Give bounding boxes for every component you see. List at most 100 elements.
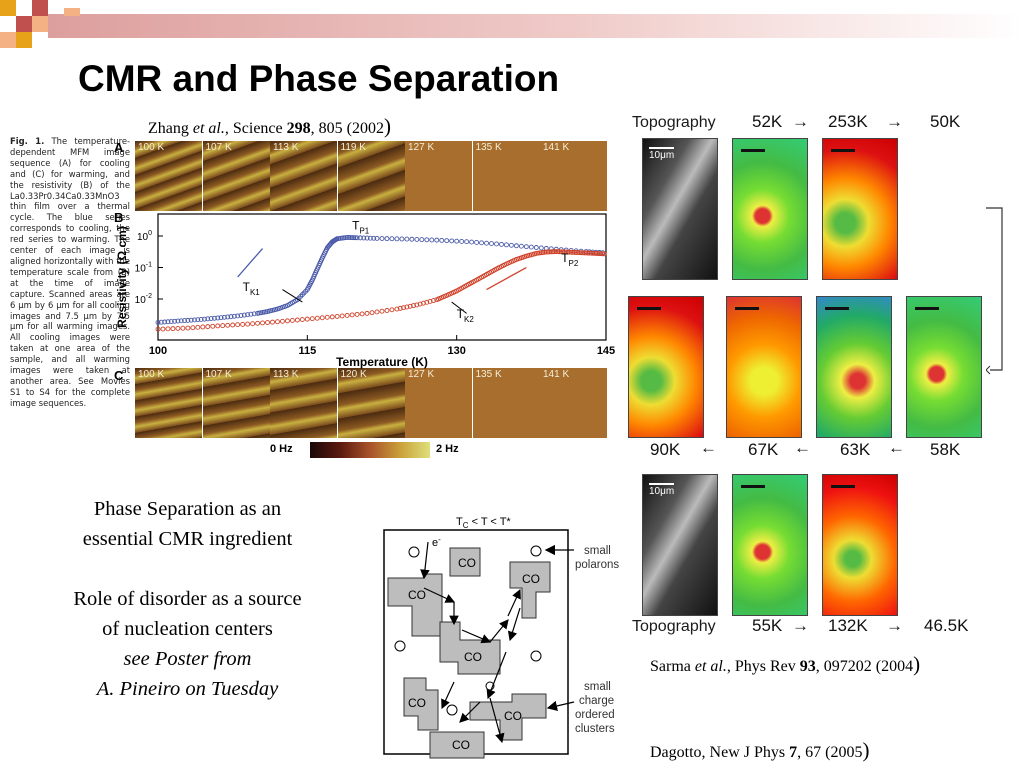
warming-point xyxy=(586,250,592,256)
mfm-a-tile: 100 K xyxy=(135,141,202,211)
warming-point xyxy=(548,249,554,255)
body-line-5: see Poster from xyxy=(123,648,252,670)
warming-point xyxy=(401,305,407,311)
temp-label-55k: 55K xyxy=(752,616,783,635)
body-line-4: of nucleation centers xyxy=(102,618,273,640)
warming-point xyxy=(314,315,320,321)
warming-point xyxy=(601,251,607,257)
warming-point xyxy=(573,250,579,255)
warming-point xyxy=(175,325,181,331)
warming-point xyxy=(155,326,161,332)
tk1-pointer xyxy=(282,289,303,303)
cooling-point xyxy=(178,318,184,324)
co-label: CO xyxy=(458,556,476,570)
co-label: CO xyxy=(408,588,426,602)
temp-label-46-5k: 46.5K xyxy=(924,616,969,635)
warming-point xyxy=(374,309,380,315)
x-tick-label: 130 xyxy=(447,345,465,357)
tile-temperature-label: 135 K xyxy=(475,369,502,380)
warming-point xyxy=(304,316,310,322)
scale-bar: 10μm xyxy=(649,147,675,161)
cooling-point xyxy=(218,315,224,321)
arrow-3: ← xyxy=(700,438,717,457)
cooling-point xyxy=(172,318,178,324)
warming-point xyxy=(260,320,265,326)
mfm-a-tile: 113 K xyxy=(270,141,337,211)
warming-point xyxy=(427,298,433,304)
cooling-point xyxy=(238,313,244,318)
warming-point xyxy=(359,311,365,317)
cooling-point xyxy=(251,311,257,317)
warming-point xyxy=(289,317,295,323)
warming-point xyxy=(220,323,226,329)
scale-bar xyxy=(735,307,759,310)
warming-point xyxy=(590,250,596,256)
magnetic-map-image xyxy=(732,138,808,280)
magnetic-map-image xyxy=(732,474,808,616)
warming-point xyxy=(250,321,256,327)
topography-label-bottom: Topography xyxy=(632,618,716,635)
electron-path xyxy=(420,541,521,744)
temp-label-67k: 67K xyxy=(748,440,779,459)
warming-point xyxy=(543,249,549,255)
tile-temperature-label: 141 K xyxy=(543,369,570,380)
cooling-point xyxy=(449,238,455,244)
mfm-c-tile: 100 K xyxy=(135,368,202,438)
warming-point xyxy=(560,249,566,255)
cooling-point xyxy=(192,317,197,323)
cooling-point xyxy=(344,235,350,240)
warming-point xyxy=(414,302,420,308)
cooling-point xyxy=(503,242,509,248)
arrow-5: ← xyxy=(888,438,905,457)
cooling-point xyxy=(454,238,460,244)
tile-temperature-label: 113 K xyxy=(273,369,299,380)
warming-point xyxy=(430,298,436,304)
warming-point xyxy=(397,305,403,311)
arrow-2: → xyxy=(886,112,903,131)
cooling-point xyxy=(469,239,475,245)
cooling-point xyxy=(364,235,370,241)
x-tick-label: 115 xyxy=(298,345,316,357)
warming-point xyxy=(593,250,599,256)
tk2-pointer xyxy=(451,301,467,314)
tile-temperature-label: 100 K xyxy=(138,142,165,153)
body-line-2: essential CMR ingredient xyxy=(82,528,293,550)
diagram-title: TC < T < T* xyxy=(456,516,511,530)
cooling-point xyxy=(464,239,470,245)
tile-temperature-label: 107 K xyxy=(205,369,232,380)
warming-point xyxy=(379,308,385,314)
cooling-point xyxy=(371,235,377,241)
warming-point xyxy=(160,326,166,332)
cooling-point xyxy=(215,315,221,321)
cooling-point xyxy=(513,243,519,249)
warming-point xyxy=(270,319,275,325)
y-tick-label: 101 xyxy=(137,210,152,212)
cooling-point xyxy=(444,238,450,244)
warming-point xyxy=(585,250,591,256)
scale-bar xyxy=(831,149,855,152)
warming-point xyxy=(550,249,556,255)
cooling-point xyxy=(361,235,367,241)
y-axis-label: Resistivity (Ω cm) xyxy=(115,226,129,328)
header-band xyxy=(0,0,1024,48)
scale-bar xyxy=(741,149,765,152)
warming-point xyxy=(417,301,423,307)
cooling-point xyxy=(195,317,201,323)
mfm-a-tile: 119 K xyxy=(337,141,405,211)
warming-point xyxy=(190,325,196,331)
warming-point xyxy=(568,249,574,255)
arrow-4: ← xyxy=(794,438,811,457)
warming-point xyxy=(563,249,569,255)
cooling-point xyxy=(221,314,227,320)
warming-point xyxy=(575,250,581,256)
citation-sarma: Sarma et al., Phys Rev 93, 097202 (2004) xyxy=(650,652,921,676)
y-tick-label: 10-1 xyxy=(135,262,152,275)
warming-point xyxy=(577,250,582,256)
cooling-point xyxy=(379,236,385,241)
cooling-point xyxy=(419,237,425,243)
warming-point xyxy=(547,249,553,255)
label-clusters-2: charge xyxy=(579,695,614,707)
cooling-point xyxy=(225,314,231,320)
temp-label-90k: 90K xyxy=(650,440,681,459)
temp-label-63k: 63K xyxy=(840,440,871,459)
